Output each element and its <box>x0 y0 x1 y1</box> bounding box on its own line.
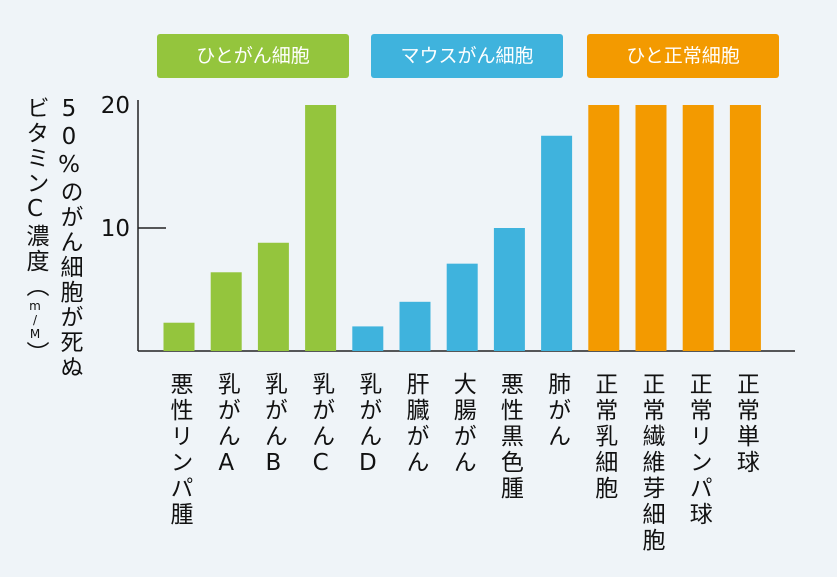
bar <box>210 272 242 351</box>
x-tick-label: 正常乳細胞 <box>591 372 619 502</box>
bar <box>493 228 525 351</box>
x-tick-label: 肺がん <box>544 372 572 450</box>
legend-human-cancer: ひとがん細胞 <box>157 34 349 78</box>
y-axis-title-line-1: 50%のがん細胞が死ぬ <box>56 96 82 380</box>
y-axis-unit: m/M <box>28 299 42 341</box>
y-tick-label: 20 <box>101 93 130 119</box>
legend-mouse-cancer: マウスがん細胞 <box>371 34 563 78</box>
x-tick-label: 大腸がん <box>449 372 477 476</box>
bar <box>682 105 714 351</box>
x-tick-label: 悪性リンパ腫 <box>166 372 194 528</box>
y-tick-label: 10 <box>101 216 130 242</box>
bar <box>163 322 195 351</box>
bar <box>541 135 573 351</box>
y-axis-title-line-2: ビタミンC濃度（m/M） <box>22 96 48 366</box>
bar <box>399 301 431 351</box>
bar <box>305 105 337 351</box>
bar <box>352 326 384 351</box>
legend-human-normal: ひと正常細胞 <box>587 34 779 78</box>
x-tick-label: 正常繊維芽細胞 <box>638 372 666 554</box>
y-axis-unit-close: ） <box>22 341 48 366</box>
bar <box>729 105 761 351</box>
x-tick-label: 乳がんB <box>260 372 287 479</box>
x-tick-label: 悪性黒色腫 <box>496 372 524 502</box>
bar <box>588 105 620 351</box>
x-tick-label: 正常リンパ球 <box>685 372 713 528</box>
y-axis-title: 50%のがん細胞が死ぬ ビタミンC濃度（m/M） <box>4 96 84 426</box>
y-axis-title-line-2-main: ビタミンC濃度（ <box>22 96 48 299</box>
x-tick-label: 乳がんA <box>213 372 240 479</box>
x-tick-label: 乳がんD <box>355 372 382 479</box>
bar <box>257 242 289 351</box>
x-tick-label: 正常単球 <box>732 372 760 476</box>
x-tick-label: 肝臓がん <box>402 372 430 476</box>
bar <box>635 105 667 351</box>
bar <box>446 263 478 351</box>
x-tick-label: 乳がんC <box>308 372 335 479</box>
